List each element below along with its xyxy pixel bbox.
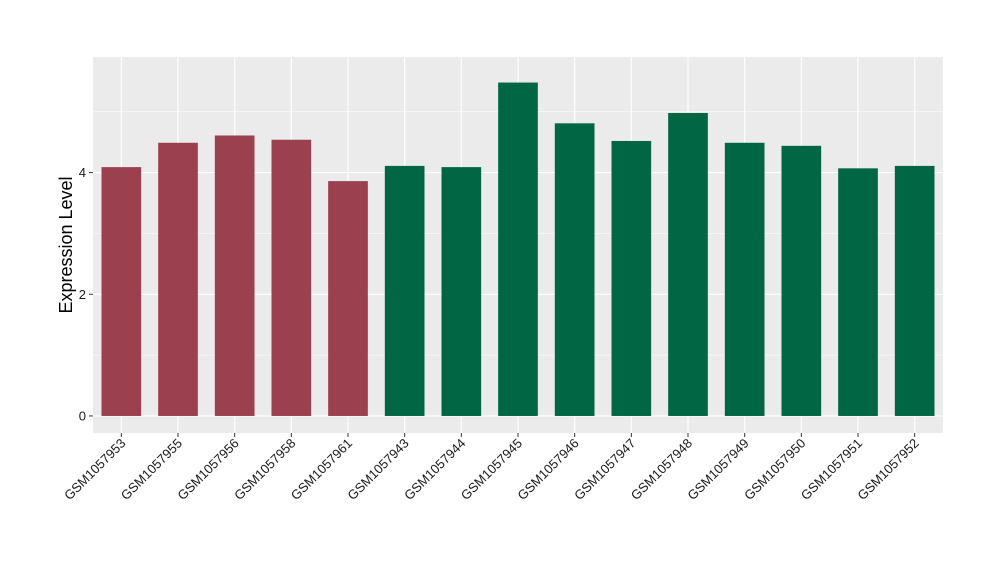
y-tick-label: 2 bbox=[79, 287, 86, 302]
bar-GSM1057956 bbox=[214, 135, 255, 416]
bar-GSM1057952 bbox=[894, 165, 935, 416]
bars bbox=[101, 82, 935, 416]
bar-GSM1057945 bbox=[498, 82, 538, 416]
bar-GSM1057955 bbox=[158, 142, 198, 416]
bar-GSM1057946 bbox=[554, 123, 595, 416]
y-axis-title: Expression Level bbox=[56, 176, 76, 313]
bar-GSM1057943 bbox=[384, 165, 425, 416]
bar-GSM1057944 bbox=[441, 167, 482, 416]
bar-GSM1057949 bbox=[724, 142, 765, 416]
y-tick-label: 4 bbox=[79, 165, 86, 180]
bar-GSM1057958 bbox=[271, 139, 312, 416]
y-axis: 0 2 4 bbox=[79, 165, 93, 423]
bar-GSM1057961 bbox=[328, 181, 368, 416]
x-axis: GSM1057953GSM1057955GSM1057956GSM1057958… bbox=[61, 433, 922, 503]
bar-GSM1057948 bbox=[668, 112, 708, 416]
bar-GSM1057950 bbox=[781, 145, 822, 416]
bar-GSM1057953 bbox=[101, 167, 142, 416]
bar-GSM1057951 bbox=[838, 168, 878, 416]
y-tick-label: 0 bbox=[79, 408, 86, 423]
bar-GSM1057947 bbox=[611, 140, 652, 416]
